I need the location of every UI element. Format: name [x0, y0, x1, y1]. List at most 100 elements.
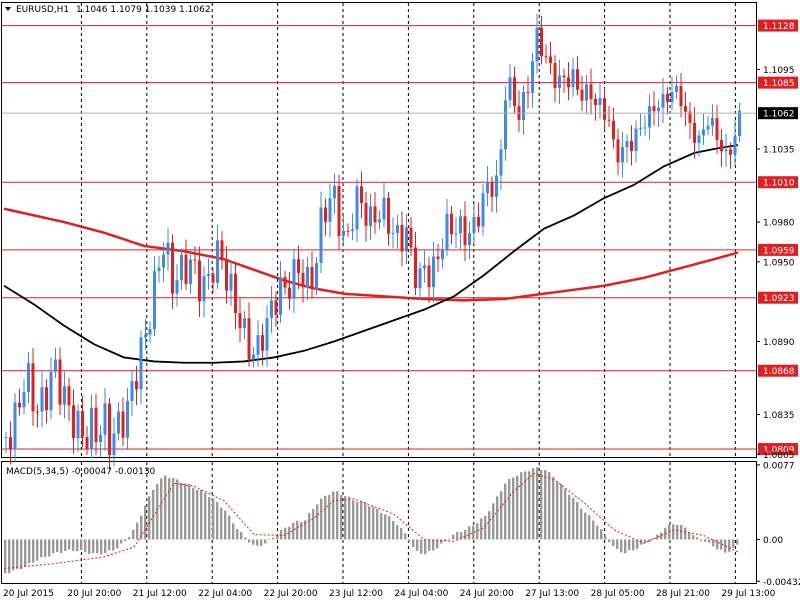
macd-bar	[44, 539, 47, 557]
macd-bar	[412, 539, 415, 548]
macd-bar	[112, 539, 115, 551]
candle-body	[625, 140, 629, 148]
candle-body	[526, 91, 530, 93]
macd-bar	[720, 539, 723, 550]
macd-bar	[676, 524, 679, 540]
macd-bar	[220, 507, 223, 540]
candle-body	[148, 329, 152, 335]
macd-bar	[448, 539, 451, 541]
macd-bar	[248, 539, 251, 543]
macd-bar	[632, 539, 635, 551]
price-axis: 1.1095 1.1035 1.0980 1.0950 1.0890 1.0835 1.08…	[2, 66, 798, 461]
candle-body	[508, 77, 512, 101]
candle-body	[693, 122, 696, 143]
macd-bar	[8, 539, 11, 574]
candlesticks	[4, 13, 741, 470]
macd-bar	[216, 501, 219, 540]
candle-body	[472, 216, 476, 234]
candle-body	[369, 206, 372, 226]
macd-bar	[700, 539, 703, 541]
x-tick-label: 24 Jul 04:00	[394, 589, 448, 599]
macd-bar	[268, 539, 271, 540]
candle-body	[481, 193, 485, 227]
macd-bar	[264, 539, 267, 544]
candle-body	[589, 84, 593, 99]
candle-body	[594, 98, 597, 105]
candle-body	[279, 276, 282, 315]
candle-body	[733, 135, 737, 155]
fast-moving-average	[3, 144, 739, 364]
macd-bar	[608, 539, 611, 543]
macd-bar	[108, 539, 111, 551]
level-tag	[758, 76, 798, 89]
candle-body	[468, 233, 471, 246]
macd-bar	[228, 515, 231, 540]
x-tick-label: 29 Jul 13:00	[721, 589, 775, 599]
macd-bar	[540, 469, 543, 540]
candle-body	[450, 213, 453, 235]
macd-bar	[392, 520, 395, 540]
macd-bar	[240, 531, 243, 540]
macd-bar	[356, 501, 359, 540]
candle-body	[670, 91, 674, 103]
macd-bar	[428, 539, 431, 551]
macd-bar	[304, 520, 307, 540]
macd-bar	[620, 539, 623, 553]
x-tick-label: 20 Jul 2015	[3, 589, 54, 599]
macd-bar	[20, 539, 23, 570]
candle-body	[558, 75, 561, 88]
macd-bar	[348, 496, 351, 540]
candle-body	[427, 265, 431, 288]
macd-bar	[560, 483, 563, 540]
candle-body	[328, 198, 332, 222]
macd-bar	[584, 512, 587, 540]
macd-bar	[728, 539, 731, 552]
macd-bar	[704, 539, 707, 542]
candle-body	[634, 128, 638, 151]
candle-body	[234, 273, 237, 314]
macd-bar	[332, 491, 335, 540]
candle-body	[337, 185, 341, 236]
macd-bar	[496, 496, 499, 540]
level-tag-label: 1.0923	[763, 294, 795, 304]
macd-bar	[132, 529, 135, 540]
macd-bar	[32, 539, 35, 563]
candle-body	[247, 318, 251, 360]
support-resistance-levels: 1.1128 1.1085 1.1010 1.0959 1.0923 1.0868 1.08…	[2, 19, 798, 456]
candle-body	[441, 250, 444, 260]
candle-body	[22, 392, 26, 408]
candle-body	[639, 127, 642, 129]
candle-body	[58, 359, 62, 405]
candle-body	[418, 268, 422, 289]
macd-bar	[672, 524, 675, 540]
candle-body	[252, 354, 255, 360]
candle-body	[130, 381, 134, 401]
candle-body	[139, 337, 143, 390]
macd-bar	[68, 539, 71, 550]
macd-bar	[296, 520, 299, 540]
candle-body	[580, 89, 584, 101]
candle-body	[607, 119, 611, 121]
macd-bar	[536, 467, 539, 540]
macd-bar	[656, 534, 659, 540]
candle-body	[522, 91, 525, 121]
level-tag-label: 1.1010	[763, 179, 795, 189]
macd-bar	[548, 472, 551, 540]
candle-body	[571, 69, 575, 88]
candle-body	[540, 27, 543, 57]
candle-body	[45, 387, 48, 411]
candle-body	[342, 230, 345, 236]
macd-bar	[60, 539, 63, 553]
candle-body	[598, 97, 602, 105]
macd-bar	[104, 539, 107, 554]
y-tick-label: 1.0890	[763, 338, 795, 348]
macd-bar	[712, 539, 715, 547]
candle-body	[400, 225, 404, 252]
candle-body	[274, 300, 278, 315]
candle-body	[144, 334, 147, 338]
candle-body	[391, 232, 395, 234]
symbol-dropdown-icon[interactable]	[5, 7, 11, 11]
last-price-tag	[758, 107, 798, 120]
candle-body	[270, 300, 273, 318]
